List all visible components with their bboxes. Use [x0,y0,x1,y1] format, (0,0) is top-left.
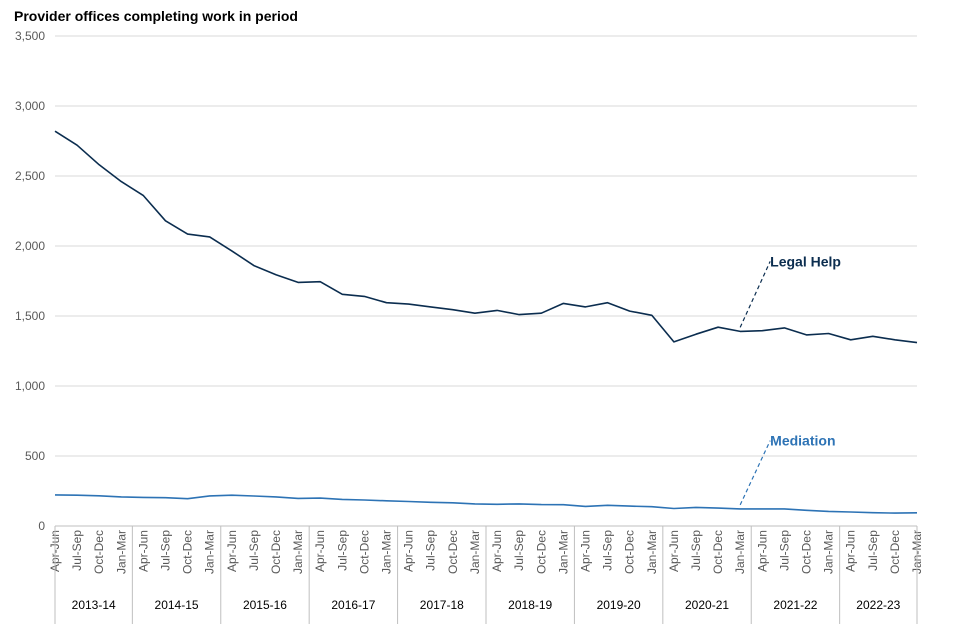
x-tick-label: Jul-Sep [512,530,526,571]
x-tick-label: Jul-Sep [601,530,615,571]
x-tick-label: Oct-Dec [623,530,637,574]
series-label-mediation: Mediation [770,433,835,449]
year-group-label: 2022-23 [856,598,900,612]
x-tick-label: Oct-Dec [711,530,725,574]
annotation-leader-line [739,261,771,328]
x-tick-label: Jan-Mar [203,530,217,574]
x-tick-label: Jan-Mar [468,530,482,574]
y-tick-label: 0 [38,519,45,533]
x-tick-label: Oct-Dec [357,530,371,574]
x-tick-label: Oct-Dec [269,530,283,574]
x-tick-label: Jul-Sep [335,530,349,571]
x-tick-label: Jul-Sep [689,530,703,571]
x-tick-label: Oct-Dec [799,530,813,574]
y-tick-label: 3,000 [15,99,45,113]
x-tick-label: Jan-Mar [380,530,394,574]
x-tick-label: Apr-Jun [225,530,239,572]
year-group-label: 2015-16 [243,598,287,612]
year-group-label: 2021-22 [773,598,817,612]
grid-lines [55,35,917,527]
x-tick-label: Apr-Jun [844,530,858,572]
x-tick-label: Jan-Mar [645,530,659,574]
y-tick-label: 2,500 [15,169,45,183]
x-tick-label: Apr-Jun [490,530,504,572]
x-tick-label: Apr-Jun [578,530,592,572]
x-tick-label: Apr-Jun [402,530,416,572]
y-tick-label: 3,500 [15,29,45,43]
x-tick-label: Jan-Mar [291,530,305,574]
chart-title: Provider offices completing work in peri… [14,8,298,24]
year-group-label: 2017-18 [420,598,464,612]
year-group-label: 2018-19 [508,598,552,612]
x-tick-label: Jul-Sep [777,530,791,571]
x-axis: Apr-Jun Jul-Sep Oct-Dec Jan-Mar Apr-Jun Jul-S… [48,526,924,624]
x-tick-label: Jul-Sep [70,530,84,571]
year-group-label: 2019-20 [597,598,641,612]
year-group-label: 2020-21 [685,598,729,612]
x-tick-label: Apr-Jun [313,530,327,572]
x-tick-label: Jan-Mar [822,530,836,574]
x-tick-label: Jan-Mar [733,530,747,574]
x-tick-label: Oct-Dec [92,530,106,574]
x-tick-label: Jul-Sep [159,530,173,571]
x-tick-label: Oct-Dec [446,530,460,574]
annotation-leader-line [739,440,771,506]
series-label-legal-help: Legal Help [770,253,841,269]
x-tick-label: Apr-Jun [755,530,769,572]
series-line-legal-help [54,130,918,344]
series-lines [54,130,918,514]
x-tick-label: Oct-Dec [888,530,902,574]
y-tick-label: 500 [25,449,45,463]
year-group-label: 2014-15 [155,598,199,612]
series-line-mediation [54,494,918,514]
x-tick-label: Apr-Jun [667,530,681,572]
x-tick-label: Jul-Sep [866,530,880,571]
x-tick-label: Jul-Sep [247,530,261,571]
series-annotations: Legal Help Mediation [739,253,841,506]
x-tick-label: Oct-Dec [181,530,195,574]
x-tick-label: Apr-Jun [136,530,150,572]
x-tick-label: Jul-Sep [424,530,438,571]
y-axis-ticks: 0 500 1,000 1,500 2,000 2,500 3,000 3,500 [15,29,45,533]
year-group-label: 2016-17 [331,598,375,612]
year-group-label: 2013-14 [72,598,116,612]
x-tick-label: Jan-Mar [556,530,570,574]
x-tick-label: Jan-Mar [114,530,128,574]
y-tick-label: 1,500 [15,309,45,323]
y-tick-label: 1,000 [15,379,45,393]
x-tick-label: Oct-Dec [534,530,548,574]
y-tick-label: 2,000 [15,239,45,253]
